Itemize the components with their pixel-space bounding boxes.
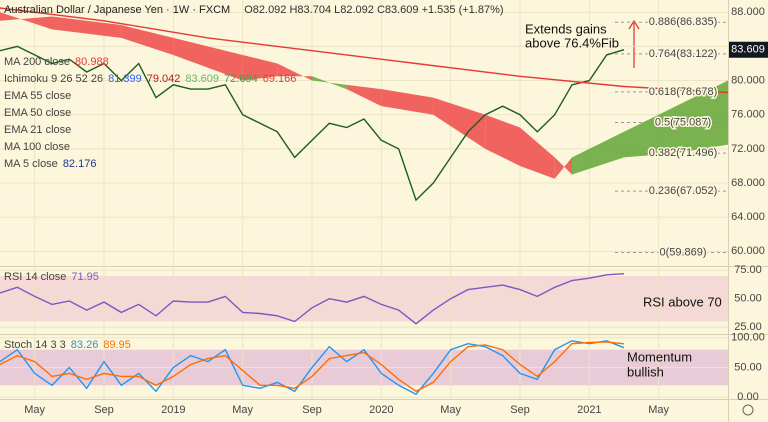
legend-name: MA 200 close (4, 56, 70, 68)
ichimoku-cloud (242, 54, 278, 81)
y-tick-label: 0.00 (737, 391, 758, 403)
legend-item: EMA 21 close (4, 124, 71, 136)
y-tick-label: 72.000 (731, 143, 765, 155)
legend-item: MA 5 close 82.176 (4, 158, 96, 170)
y-tick-label: 80.000 (731, 74, 765, 86)
x-tick-label: Sep (302, 404, 322, 416)
legend-value: 71.95 (71, 271, 99, 283)
cloud-layer (0, 12, 728, 179)
header: Australian Dollar / Japanese Yen · 1W · … (4, 4, 504, 16)
legend-value: 81.399 (108, 73, 142, 85)
legend-value: 82.176 (63, 158, 97, 170)
x-tick-label: Sep (94, 404, 114, 416)
legend-item: EMA 50 close (4, 107, 71, 119)
legend-item: EMA 55 close (4, 90, 71, 102)
legend-name: MA 5 close (4, 158, 58, 170)
legend-item: MA 100 close (4, 141, 70, 153)
ichimoku-cloud (624, 106, 676, 158)
y-tick-label: 75.00 (734, 264, 762, 276)
series-line (0, 7, 729, 94)
ichimoku-cloud (277, 63, 312, 81)
y-tick-label: 60.000 (731, 245, 765, 257)
fib-label: 0.5(75.087) (655, 116, 711, 128)
price-tag-label: 83.609 (731, 44, 765, 56)
lines-layer (0, 7, 729, 396)
ichimoku-cloud (676, 80, 728, 154)
series-line (0, 273, 625, 325)
legend-value: 83.26 (71, 339, 99, 351)
x-tick-label: 2019 (161, 404, 185, 416)
fib-label: 0.764(83.122) (649, 48, 718, 60)
ichimoku-cloud (572, 131, 624, 175)
y-tick-label: 100.00 (731, 332, 765, 344)
chart-title: Australian Dollar / Japanese Yen · 1W · … (4, 4, 230, 16)
legend-name: EMA 55 close (4, 90, 71, 102)
x-tick-label: Sep (510, 404, 530, 416)
ichimoku-cloud (520, 127, 555, 179)
ichimoku-cloud (173, 37, 243, 81)
x-tick-label: 2020 (369, 404, 393, 416)
legend-item: MA 200 close 80.988 (4, 56, 109, 68)
legend-item: RSI 14 close 71.95 (4, 271, 99, 283)
ichimoku-cloud (485, 114, 520, 166)
labels-layer: 60.00064.00068.00072.00076.00080.00084.0… (4, 4, 768, 416)
annotation: RSI above 70 (643, 294, 722, 309)
legend-item: Stoch 14 3 3 83.26 89.95 (4, 339, 131, 351)
ohlc: O82.092 H83.704 L82.092 C83.609 +1.535 (… (244, 4, 503, 16)
legend-name: Ichimoku 9 26 52 26 (4, 73, 103, 85)
series-line (0, 341, 625, 393)
grid-layer (0, 0, 728, 399)
legend-name: RSI 14 close (4, 271, 66, 283)
x-tick-label: 2021 (577, 404, 601, 416)
series-line (0, 45, 625, 202)
fib-label: 0.618(78.678) (649, 86, 718, 98)
legend-name: EMA 21 close (4, 124, 71, 136)
y-tick-label: 68.000 (731, 177, 765, 189)
fib-label: 0.886(86.835) (649, 16, 718, 28)
legend-value: 72.694 (224, 73, 258, 85)
annotation: bullish (627, 364, 664, 379)
y-tick-label: 50.00 (734, 361, 762, 373)
ichimoku-cloud (121, 25, 174, 55)
settings-icon[interactable] (742, 404, 754, 416)
y-tick-label: 25.00 (734, 321, 762, 333)
ichimoku-cloud (52, 16, 122, 38)
fib-label: 0.382(71.496) (649, 147, 718, 159)
ichimoku-cloud (554, 157, 572, 179)
x-tick-label: May (648, 404, 669, 416)
fib-label: 0(59.869) (659, 246, 706, 258)
ichimoku-cloud (433, 97, 486, 149)
annotation: above 76.4%Fib (525, 35, 619, 50)
legend-value: 69.166 (263, 73, 297, 85)
y-tick-label: 76.000 (731, 109, 765, 121)
ichimoku-cloud (312, 76, 347, 90)
x-tick-label: May (440, 404, 461, 416)
ichimoku-cloud (381, 89, 434, 115)
legend-name: Stoch 14 3 3 (4, 339, 66, 351)
ichimoku-cloud (0, 12, 52, 30)
y-tick-label: 50.00 (734, 293, 762, 305)
y-tick-label: 88.000 (731, 6, 765, 18)
x-tick-label: May (232, 404, 253, 416)
legend-name: MA 100 close (4, 141, 70, 153)
annotation: Momentum (627, 349, 692, 364)
y-tick-label: 64.000 (731, 211, 765, 223)
legend-value: 89.95 (103, 339, 131, 351)
legend-item: Ichimoku 9 26 52 26 81.399 79.042 83.609 72.… (4, 73, 296, 85)
fib-label: 0.236(67.052) (649, 185, 718, 197)
legend-value: 80.988 (75, 56, 109, 68)
ichimoku-cloud (346, 84, 382, 107)
series-line (0, 340, 625, 396)
annotation: Extends gains (525, 21, 607, 36)
x-tick-label: May (24, 404, 45, 416)
legend-name: EMA 50 close (4, 107, 71, 119)
price-tag (729, 41, 768, 58)
legend-value: 79.042 (147, 73, 181, 85)
legend-value: 83.609 (185, 73, 219, 85)
